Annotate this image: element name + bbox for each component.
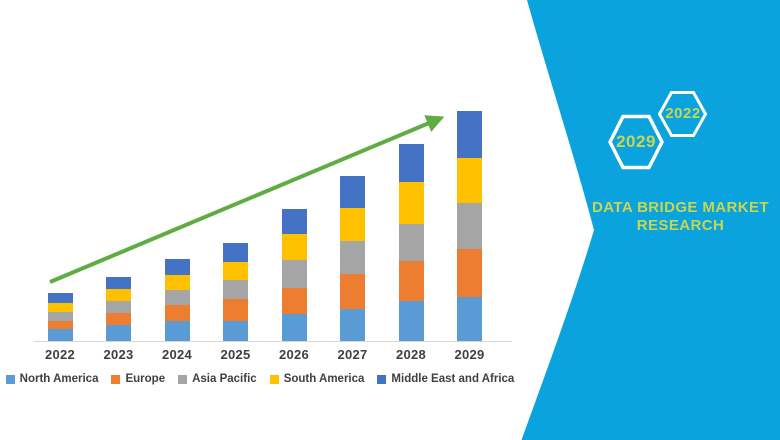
bar-segment-asia-pacific	[106, 301, 131, 313]
bar-segment-europe	[457, 249, 482, 297]
bar-segment-north-america	[47, 329, 73, 341]
bar-2025	[223, 243, 248, 341]
bar-segment-middle-east-and-africa	[106, 277, 131, 289]
legend-label-south-america: South America	[283, 373, 365, 385]
bar-segment-asia-pacific	[223, 280, 248, 299]
legend-label-north-america: North America	[19, 373, 99, 385]
legend-swatch-north-america	[5, 374, 15, 384]
bar-segment-north-america	[164, 321, 190, 341]
bar-segment-middle-east-and-africa	[340, 176, 365, 208]
legend-label-middle-east-and-africa: Middle East and Africa	[391, 373, 515, 385]
plot-area: 2022 2023 2024 2025 2026 2027 2028 2029	[44, 111, 485, 362]
bar-segment-middle-east-and-africa	[457, 111, 482, 158]
bar-segment-europe	[106, 313, 131, 325]
bar-2027	[340, 176, 365, 341]
x-axis-label-2026: 2026	[278, 347, 310, 362]
bar-segment-asia-pacific	[281, 260, 307, 288]
bar-segment-south-america	[47, 303, 73, 312]
legend-item-north-america: North America	[5, 373, 99, 385]
bar-segment-asia-pacific	[340, 241, 365, 274]
x-axis-label-2022: 2022	[44, 347, 76, 362]
legend-swatch-asia-pacific	[178, 374, 188, 384]
hexagon-2029-label: 2029	[616, 132, 656, 151]
legend-swatch-south-america	[269, 374, 279, 384]
x-axis-label-2027: 2027	[337, 347, 368, 362]
brand-name-line2: RESEARCH	[636, 217, 725, 235]
bar-segment-asia-pacific	[164, 290, 190, 305]
x-axis-label-2025: 2025	[220, 347, 251, 362]
chart-legend: North America Europe Asia Pacific South Ame…	[0, 373, 520, 385]
bar-segment-south-america	[281, 234, 307, 260]
legend-swatch-europe	[111, 374, 121, 384]
bar-segment-middle-east-and-africa	[223, 243, 248, 262]
bar-segment-europe	[281, 288, 307, 314]
bar-segment-south-america	[106, 289, 131, 301]
legend-label-europe: Europe	[125, 373, 166, 385]
bar-segment-europe	[340, 274, 365, 309]
bar-segment-europe	[164, 305, 190, 321]
bar-2023	[106, 277, 131, 341]
x-axis-label-2028: 2028	[395, 347, 427, 362]
bar-segment-north-america	[457, 297, 482, 341]
bar-segment-europe	[398, 261, 424, 301]
bar-segment-asia-pacific	[457, 203, 482, 249]
bar-segment-south-america	[398, 182, 424, 224]
bar-2022	[47, 293, 73, 341]
bar-segment-north-america	[106, 325, 131, 341]
bar-segment-south-america	[223, 262, 248, 280]
bar-segment-south-america	[164, 275, 190, 290]
bar-segment-middle-east-and-africa	[47, 293, 73, 303]
bar-segment-middle-east-and-africa	[164, 259, 190, 275]
legend-item-middle-east-and-africa: Middle East and Africa	[377, 373, 514, 385]
bar-segment-north-america	[281, 314, 307, 341]
x-axis-label-2024: 2024	[161, 347, 193, 362]
x-axis-line	[34, 341, 512, 342]
bar-2026	[281, 209, 307, 341]
bar-segment-south-america	[340, 208, 365, 241]
brand-name: DATA BRIDGE MARKET RESEARCH	[583, 199, 778, 236]
bar-2029	[457, 111, 482, 341]
bar-segment-europe	[47, 321, 73, 329]
bar-segment-north-america	[398, 301, 424, 341]
brand-name-line1: DATA BRIDGE MARKET	[592, 199, 769, 216]
legend-swatch-middle-east-and-africa	[377, 374, 387, 384]
bar-segment-north-america	[340, 309, 365, 341]
bar-segment-middle-east-and-africa	[281, 209, 307, 234]
bar-2024	[164, 259, 190, 341]
legend-item-asia-pacific: Asia Pacific	[178, 373, 257, 385]
bar-segment-south-america	[457, 158, 482, 203]
bar-segment-asia-pacific	[47, 312, 73, 321]
bar-segment-middle-east-and-africa	[398, 144, 424, 182]
bar-segment-europe	[223, 299, 248, 321]
bar-2028	[398, 144, 424, 341]
bar-segment-asia-pacific	[398, 224, 424, 261]
legend-item-south-america: South America	[269, 373, 365, 385]
hexagon-2022-label: 2022	[665, 105, 701, 122]
legend-item-europe: Europe	[111, 373, 165, 385]
stacked-bar-chart: 2022 2023 2024 2025 2026 2027 2028 2029 North A…	[0, 111, 520, 385]
x-axis-label-2023: 2023	[103, 347, 134, 362]
legend-label-asia-pacific: Asia Pacific	[192, 373, 257, 385]
bar-segment-north-america	[223, 321, 248, 341]
x-axis-label-2029: 2029	[454, 347, 485, 362]
